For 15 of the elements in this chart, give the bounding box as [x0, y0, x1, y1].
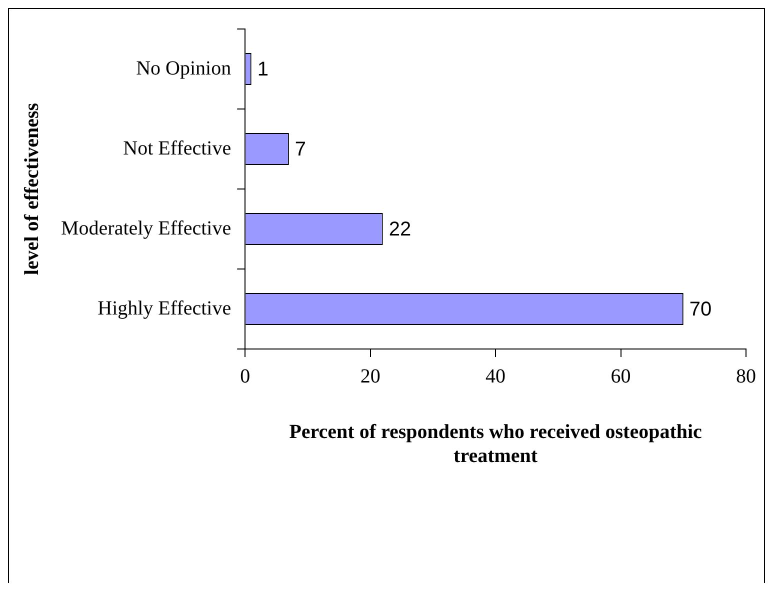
y-axis-title: level of effectiveness: [21, 102, 44, 276]
data-label: 70: [689, 298, 712, 321]
data-label: 7: [294, 138, 306, 161]
data-label: 1: [257, 58, 268, 81]
x-axis-title: Percent of respondents who received osteopathic treatment: [289, 421, 702, 468]
data-label: 22: [388, 218, 412, 241]
y-tick-label: Moderately Effective: [61, 217, 232, 240]
x-tick-label: 0: [240, 365, 250, 388]
x-tick-label: 60: [610, 365, 631, 388]
y-tick-label: Not Effective: [123, 137, 232, 160]
x-tick-label: 80: [736, 365, 756, 388]
x-tick-label: 40: [486, 365, 506, 388]
y-tick-label: No Opinion: [136, 57, 232, 80]
x-tick-label: 20: [360, 365, 380, 388]
y-tick-label: Highly Effective: [98, 297, 232, 320]
